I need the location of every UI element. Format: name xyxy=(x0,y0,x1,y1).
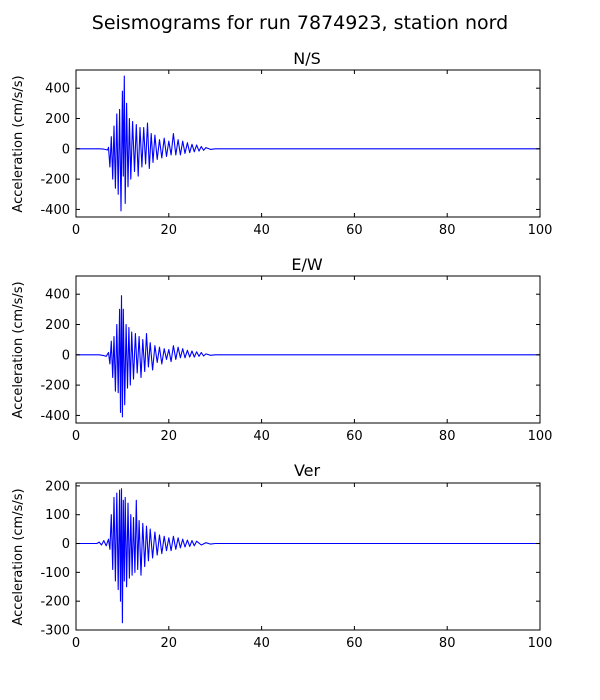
figure-title: Seismograms for run 7874923, station nor… xyxy=(92,12,508,34)
subplot-title: Ver xyxy=(294,461,321,480)
y-tick-label: -200 xyxy=(40,379,70,394)
x-tick-label: 100 xyxy=(528,636,553,651)
axes-frame xyxy=(75,69,541,218)
x-tick-label: 100 xyxy=(528,429,553,444)
plot-area: 0 20 40 60 80 100 -300 -200 -100 0 100 200 xyxy=(40,479,552,651)
y-tick-label: 400 xyxy=(45,288,70,303)
plot-area: 0 20 40 60 80 100 -400 -200 0 200 400 xyxy=(40,69,553,238)
x-tick-label: 20 xyxy=(161,429,178,444)
x-tick-label: 80 xyxy=(439,223,456,238)
series-line xyxy=(76,295,540,418)
y-axis-label: Acceleration (cm/s/s) xyxy=(11,488,26,625)
y-tick-label: -400 xyxy=(40,409,70,424)
y-tick-label: 0 xyxy=(62,348,70,363)
x-tick-label: 80 xyxy=(439,429,456,444)
x-tick-label: 40 xyxy=(253,223,270,238)
x-tick-label: 60 xyxy=(346,429,363,444)
y-axis-label: Acceleration (cm/s/s) xyxy=(11,75,26,212)
y-axis-label: Acceleration (cm/s/s) xyxy=(11,281,26,418)
y-tick-label: -200 xyxy=(40,173,70,188)
axes-frame xyxy=(75,275,541,424)
subplot-title: N/S xyxy=(293,49,321,68)
y-tick-label: -100 xyxy=(40,566,70,581)
series-line xyxy=(76,75,540,212)
x-tick-label: 80 xyxy=(439,636,456,651)
subplot-ns: N/S Acceleration (cm/s/s) 0 20 40 60 80 100 -4… xyxy=(11,49,552,238)
plot-area: 0 20 40 60 80 100 -400 -200 0 200 400 xyxy=(40,275,553,444)
x-tick-label: 20 xyxy=(161,223,178,238)
y-tick-label: -300 xyxy=(40,624,70,639)
x-tick-label: 0 xyxy=(72,636,80,651)
x-tick-label: 20 xyxy=(161,636,178,651)
series-line xyxy=(76,488,540,624)
y-tick-label: 0 xyxy=(62,142,70,157)
x-tick-label: 0 xyxy=(72,429,80,444)
y-tick-label: 200 xyxy=(45,112,70,127)
y-tick-label: 400 xyxy=(45,82,70,97)
axes-frame xyxy=(75,482,541,631)
y-tick-label: 200 xyxy=(45,479,70,494)
y-tick-label: -400 xyxy=(40,203,70,218)
x-tick-label: 60 xyxy=(346,223,363,238)
x-tick-label: 40 xyxy=(253,636,270,651)
y-tick-label: 0 xyxy=(62,537,70,552)
x-tick-label: 40 xyxy=(253,429,270,444)
subplot-title: E/W xyxy=(291,255,323,274)
y-tick-label: 200 xyxy=(45,318,70,333)
x-tick-label: 0 xyxy=(72,223,80,238)
x-tick-label: 60 xyxy=(346,636,363,651)
subplot-ver: Ver Acceleration (cm/s/s) 0 20 40 60 80 100 -3… xyxy=(11,461,552,651)
x-tick-label: 100 xyxy=(528,223,553,238)
y-tick-label: -200 xyxy=(40,595,70,610)
subplot-ew: E/W Acceleration (cm/s/s) 0 20 40 60 80 100 -4… xyxy=(11,255,552,444)
y-tick-label: 100 xyxy=(45,508,70,523)
